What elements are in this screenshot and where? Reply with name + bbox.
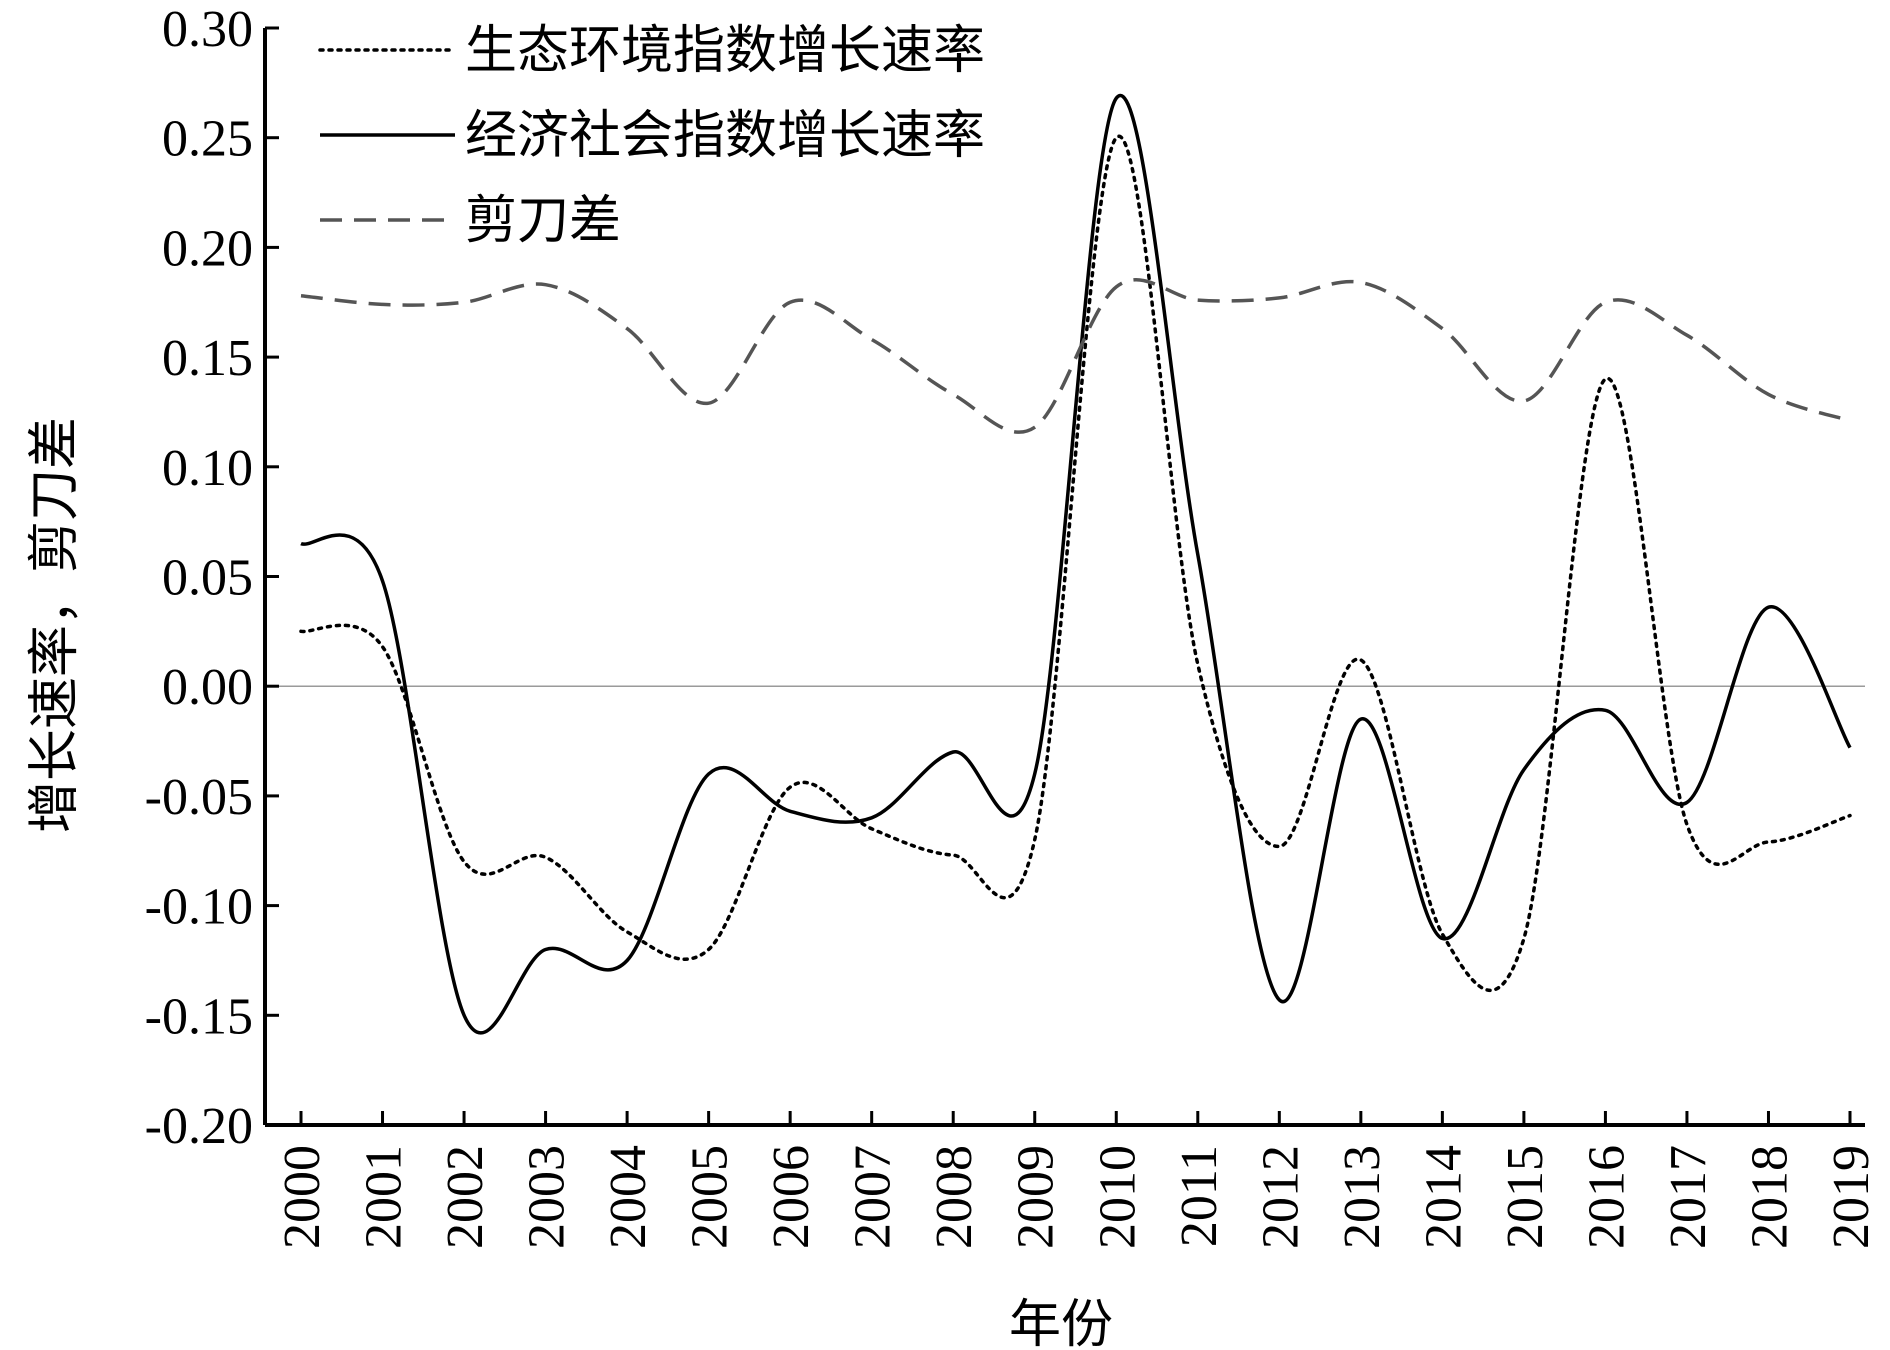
legend-item-scissors-gap: 剪刀差 [320, 191, 621, 251]
x-tick-label: 2012 [1252, 1145, 1309, 1249]
y-axis-title: 增长速率，剪刀差 [25, 417, 85, 833]
series-layer [299, 93, 1852, 1035]
y-tick-label: 0.10 [162, 440, 253, 497]
x-tick-label: 2004 [600, 1145, 657, 1249]
x-tick-label: 2000 [274, 1145, 331, 1249]
legend-item-economy: 经济社会指数增长速率 [320, 106, 985, 166]
scissors-gap-series [300, 278, 1851, 434]
legend-item-ecology: 生态环境指数增长速率 [318, 21, 985, 81]
x-tick-label: 2002 [437, 1145, 494, 1249]
x-tick-label: 2003 [519, 1145, 576, 1249]
economy-rate-series [300, 93, 1852, 1035]
y-tick-label: -0.10 [145, 879, 253, 936]
legend-label: 剪刀差 [465, 191, 621, 251]
y-tick-label: 0.25 [162, 111, 253, 168]
x-tick-label: 2011 [1171, 1145, 1228, 1247]
x-tick-label: 2010 [1089, 1145, 1146, 1249]
y-tick-label: -0.15 [145, 988, 253, 1045]
x-tick-label: 2006 [763, 1145, 820, 1249]
x-tick-label: 2015 [1497, 1145, 1554, 1249]
y-tick-label: 0.05 [162, 550, 253, 607]
x-tick-label: 2019 [1823, 1145, 1880, 1249]
x-tick-label: 2018 [1741, 1145, 1798, 1249]
x-tick-label: 2005 [682, 1145, 739, 1249]
x-tick-label: 2008 [926, 1145, 983, 1249]
axes-layer: 0.30 0.25 0.20 0.15 0.10 0.05 0.00 -0.05 -0.10 -0… [145, 1, 1880, 1249]
x-tick-label: 2014 [1415, 1145, 1472, 1249]
x-tick-label: 2016 [1578, 1145, 1635, 1249]
x-axis-title: 年份 [1009, 1295, 1113, 1350]
y-tick-label: -0.20 [145, 1098, 253, 1155]
legend-label: 经济社会指数增长速率 [465, 106, 985, 166]
y-tick-label: 0.30 [162, 1, 253, 58]
y-tick-label: -0.05 [145, 769, 253, 826]
y-tick-label: 0.00 [162, 659, 253, 716]
y-tick-label: 0.20 [162, 220, 253, 277]
ecology-rate-series [299, 134, 1852, 993]
x-tick-label: 2007 [845, 1145, 902, 1249]
y-tick-label: 0.15 [162, 330, 253, 387]
x-tick-label: 2009 [1008, 1145, 1065, 1249]
legend-label: 生态环境指数增长速率 [465, 21, 985, 81]
x-tick-label: 2001 [356, 1145, 413, 1249]
x-tick-label: 2017 [1660, 1145, 1717, 1249]
x-tick-label: 2013 [1334, 1145, 1391, 1249]
